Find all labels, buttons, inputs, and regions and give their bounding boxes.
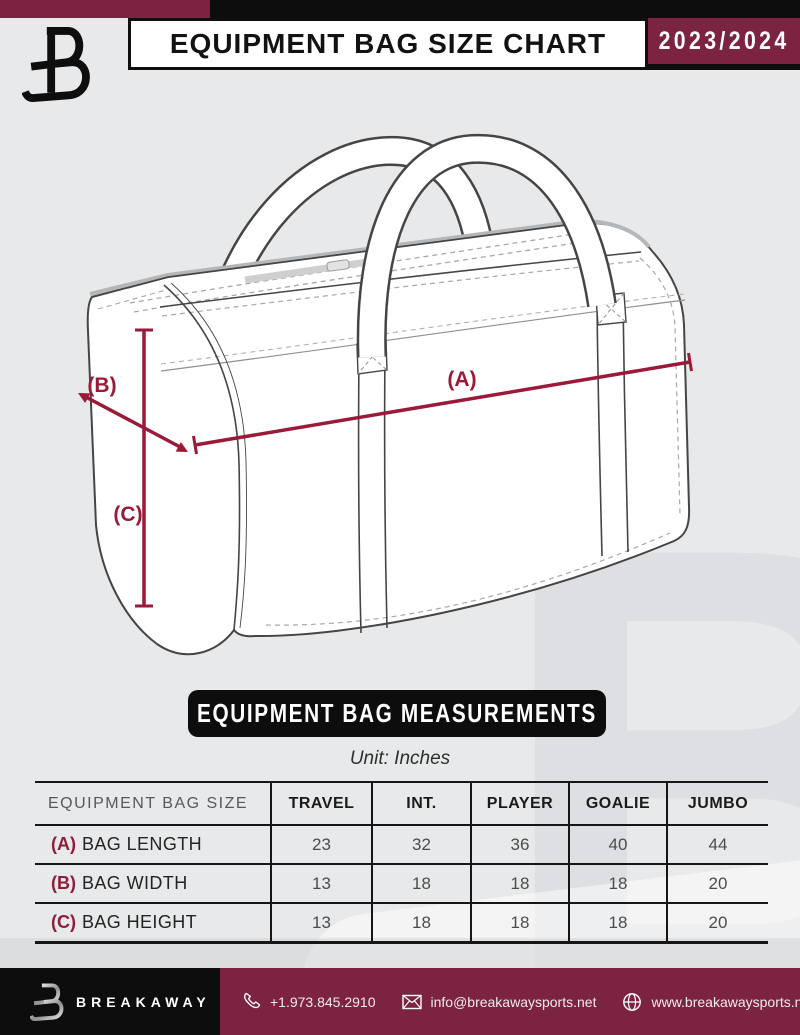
equipment-bag-diagram: (A) (B) (C): [78, 133, 693, 656]
row-label-width: (B) BAG WIDTH: [35, 865, 272, 902]
envelope-icon: [401, 994, 422, 1009]
cell-height-goalie: 18: [570, 904, 668, 941]
unit-label: Unit: Inches: [349, 748, 451, 769]
table-header-row: EQUIPMENT BAG SIZE TRAVEL INT. PLAYER GO…: [35, 783, 768, 826]
diagram-label-a: (A): [447, 368, 476, 391]
measure-b-arrow: [78, 393, 188, 452]
column-header-goalie: GOALIE: [570, 783, 668, 824]
measure-c-arrow: [135, 328, 153, 608]
row-key-c: (C): [51, 912, 76, 932]
footer-phone-link[interactable]: +1.973.845.2910: [241, 991, 376, 1012]
season-label: 2023/2024: [658, 26, 790, 55]
column-header-player: PLAYER: [472, 783, 570, 824]
footer-brand-name: BREAKAWAY: [76, 993, 211, 1010]
footer-website-link[interactable]: www.breakawaysports.net: [621, 991, 800, 1013]
column-header-travel: TRAVEL: [272, 783, 373, 824]
header-maroon-strip: [0, 0, 210, 18]
footer-logo-icon: [30, 983, 64, 1021]
season-badge: 2023/2024: [648, 18, 800, 64]
cell-width-player: 18: [472, 865, 570, 902]
table-row-length: (A) BAG LENGTH 23 32 36 40 44: [35, 826, 768, 865]
page-title: EQUIPMENT BAG SIZE CHART: [169, 28, 607, 59]
column-header-int: INT.: [373, 783, 472, 824]
cell-width-jumbo: 20: [708, 873, 728, 893]
row-key-b: (B): [51, 873, 76, 893]
footer-email-link[interactable]: info@breakawaysports.net: [401, 991, 596, 1013]
table-row-width: (B) BAG WIDTH 13 18 18 18 20: [35, 865, 768, 904]
measurements-banner-label: EQUIPMENT BAG MEASUREMENTS: [197, 698, 597, 728]
measurements-banner: EQUIPMENT BAG MEASUREMENTS: [188, 690, 606, 737]
column-header-jumbo: JUMBO: [687, 794, 749, 812]
cell-length-jumbo: 44: [708, 834, 728, 854]
footer-brand-block: BREAKAWAY: [0, 968, 220, 1035]
cell-height-player: 18: [472, 904, 570, 941]
cell-height-int: 18: [373, 904, 472, 941]
phone-icon: [244, 992, 261, 1009]
footer-contact-bar: +1.973.845.2910 info@breakawaysports.net…: [220, 968, 800, 1035]
row-label-length: (A) BAG LENGTH: [35, 826, 272, 863]
cell-height-jumbo: 20: [708, 912, 728, 932]
diagram-label-c: (C): [113, 503, 142, 526]
table-size-header: EQUIPMENT BAG SIZE: [35, 783, 272, 824]
cell-length-goalie: 40: [570, 826, 668, 863]
cell-height-travel: 13: [272, 904, 373, 941]
cell-length-player: 36: [472, 826, 570, 863]
row-key-a: (A): [51, 834, 76, 854]
cell-width-travel: 13: [272, 865, 373, 902]
size-table: EQUIPMENT BAG SIZE TRAVEL INT. PLAYER GO…: [35, 781, 768, 944]
breakaway-logo-icon: [22, 27, 90, 102]
cell-width-goalie: 18: [570, 865, 668, 902]
page-title-box: EQUIPMENT BAG SIZE CHART: [128, 18, 648, 70]
cell-width-int: 18: [373, 865, 472, 902]
table-row-height: (C) BAG HEIGHT 13 18 18 18 20: [35, 904, 768, 944]
globe-icon: [623, 992, 642, 1011]
measure-a-arrow: [192, 352, 693, 455]
diagram-label-b: (B): [87, 374, 116, 397]
cell-length-travel: 23: [272, 826, 373, 863]
row-label-height: (C) BAG HEIGHT: [35, 904, 272, 941]
cell-length-int: 32: [373, 826, 472, 863]
footer: BREAKAWAY +1.973.845.2910 info@breakaway…: [0, 968, 800, 1035]
